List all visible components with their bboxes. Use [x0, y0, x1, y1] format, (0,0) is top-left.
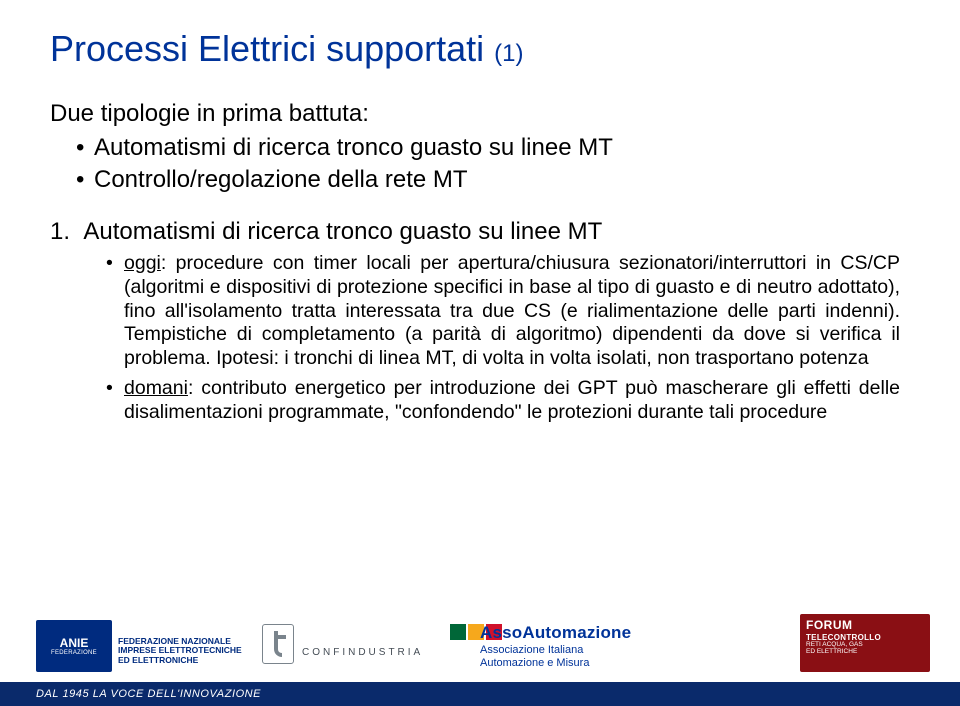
slide: Processi Elettrici supportati (1) Due ti… — [0, 0, 960, 706]
anie-text-line: ED ELETTRONICHE — [118, 656, 242, 666]
asso-line: Associazione Italiana — [480, 644, 631, 657]
sub-label: domani — [124, 377, 188, 399]
forum-logo: FORUM TELECONTROLLO RETI ACQUA, GAS ED E… — [800, 614, 930, 672]
confindustria-text: CONFINDUSTRIA — [302, 647, 423, 658]
anie-logo-top: ANIE — [60, 636, 89, 650]
confindustria-icon — [262, 624, 294, 664]
top-bullet-list: Automatismi di ricerca tronco guasto su … — [50, 134, 910, 194]
lead-text: Due tipologie in prima battuta: — [50, 100, 910, 128]
forum-line: ED ELETTRICHE — [806, 649, 924, 656]
numbered-num: 1. — [50, 218, 70, 245]
footer-logos: ANIE FEDERAZIONE FEDERAZIONE NAZIONALE I… — [0, 606, 960, 676]
forum-title: FORUM — [806, 618, 924, 632]
list-item: domani: contributo energetico per introd… — [106, 377, 900, 425]
title-main: Processi Elettrici supportati — [50, 28, 494, 69]
asso-bold: AssoAutomazione — [480, 623, 631, 643]
sub-label: oggi — [124, 252, 161, 274]
sub-bullet-list: oggi: procedure con timer locali per ape… — [50, 252, 910, 424]
footer-stripe: DAL 1945 LA VOCE DELL'INNOVAZIONE — [0, 682, 960, 706]
numbered-heading: 1. Automatismi di ricerca tronco guasto … — [50, 218, 910, 246]
box-icon — [450, 624, 466, 640]
anie-text: FEDERAZIONE NAZIONALE IMPRESE ELETTROTEC… — [118, 637, 242, 666]
assoautomazione-text: AssoAutomazione Associazione Italiana Au… — [480, 623, 631, 670]
stripe-text: DAL 1945 LA VOCE DELL'INNOVAZIONE — [36, 688, 261, 700]
sub-rest: : procedure con timer locali per apertur… — [124, 252, 900, 369]
title-suffix: (1) — [494, 40, 523, 67]
anie-logo: ANIE FEDERAZIONE — [36, 620, 112, 672]
list-item: Controllo/regolazione della rete MT — [76, 166, 910, 194]
anie-logo-bottom: FEDERAZIONE — [51, 650, 97, 656]
list-item: Automatismi di ricerca tronco guasto su … — [76, 134, 910, 162]
asso-line: Automazione e Misura — [480, 657, 631, 670]
sub-rest: : contributo energetico per introduzione… — [124, 377, 900, 423]
slide-title: Processi Elettrici supportati (1) — [50, 28, 910, 70]
list-item: oggi: procedure con timer locali per ape… — [106, 252, 900, 371]
footer: ANIE FEDERAZIONE FEDERAZIONE NAZIONALE I… — [0, 606, 960, 706]
numbered-text: Automatismi di ricerca tronco guasto su … — [83, 218, 602, 245]
content-area: Processi Elettrici supportati (1) Due ti… — [0, 0, 960, 424]
